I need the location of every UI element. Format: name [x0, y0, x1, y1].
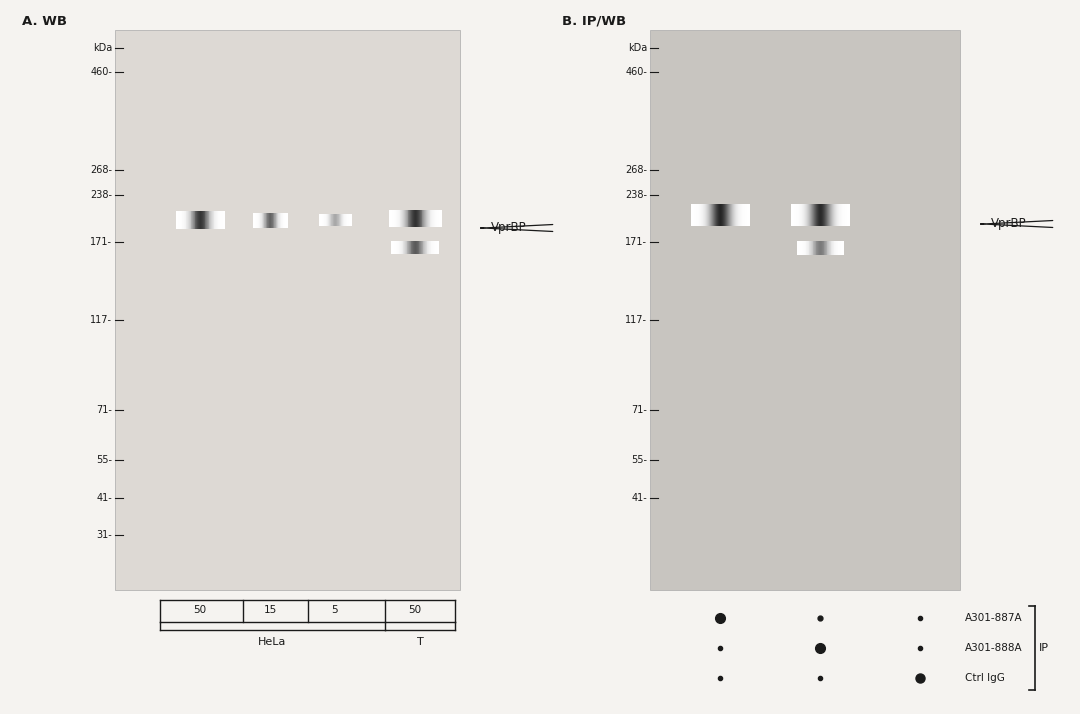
- Text: VprBP: VprBP: [491, 221, 527, 234]
- Text: A301-887A: A301-887A: [966, 613, 1023, 623]
- Text: 117-: 117-: [90, 315, 112, 325]
- Text: 238-: 238-: [625, 190, 647, 200]
- Text: 238-: 238-: [90, 190, 112, 200]
- Text: 71-: 71-: [96, 405, 112, 415]
- Text: 5: 5: [332, 605, 338, 615]
- Text: 268-: 268-: [625, 165, 647, 175]
- Text: VprBP: VprBP: [991, 218, 1027, 231]
- Text: 41-: 41-: [96, 493, 112, 503]
- Text: 50: 50: [193, 605, 206, 615]
- Text: HeLa: HeLa: [258, 637, 286, 647]
- Text: B. IP/WB: B. IP/WB: [562, 15, 625, 28]
- Text: 71-: 71-: [631, 405, 647, 415]
- Text: 171-: 171-: [625, 237, 647, 247]
- Text: A301-888A: A301-888A: [966, 643, 1023, 653]
- Text: 171-: 171-: [90, 237, 112, 247]
- Text: 460-: 460-: [625, 67, 647, 77]
- Text: 55-: 55-: [96, 455, 112, 465]
- Text: kDa: kDa: [627, 43, 647, 53]
- Text: kDa: kDa: [93, 43, 112, 53]
- Text: 31-: 31-: [96, 530, 112, 540]
- Text: 117-: 117-: [625, 315, 647, 325]
- Text: Ctrl IgG: Ctrl IgG: [966, 673, 1004, 683]
- Text: 55-: 55-: [631, 455, 647, 465]
- Text: 50: 50: [408, 605, 421, 615]
- Text: 268-: 268-: [90, 165, 112, 175]
- Text: A. WB: A. WB: [22, 15, 67, 28]
- Bar: [114, 30, 460, 590]
- Text: T: T: [417, 637, 423, 647]
- Text: 15: 15: [264, 605, 276, 615]
- Text: IP: IP: [1039, 643, 1049, 653]
- Text: 460-: 460-: [90, 67, 112, 77]
- Text: 41-: 41-: [631, 493, 647, 503]
- Bar: [650, 30, 960, 590]
